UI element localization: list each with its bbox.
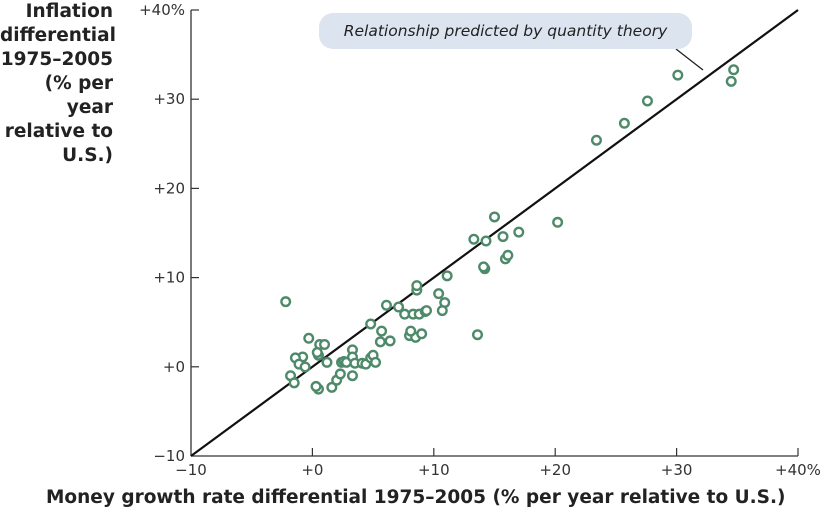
data-point — [472, 329, 484, 341]
data-point — [478, 261, 490, 273]
data-point — [411, 280, 423, 292]
data-point — [321, 356, 333, 368]
data-point — [502, 249, 514, 261]
data-point — [497, 231, 509, 243]
data-point — [421, 305, 433, 317]
y-axis-label-line: differential — [0, 25, 116, 46]
data-point — [380, 299, 392, 311]
data-point — [436, 305, 448, 317]
reference-line-group — [190, 9, 799, 457]
y-tick-label: +40% — [139, 1, 185, 19]
data-point — [513, 226, 525, 238]
data-point — [376, 325, 388, 337]
data-point — [311, 347, 323, 359]
x-tick-label: +10 — [418, 461, 450, 479]
data-point — [346, 370, 358, 382]
y-axis-label-line: U.S.) — [62, 145, 113, 166]
quantity-theory-line — [190, 9, 799, 457]
data-point — [365, 318, 377, 330]
y-axis-label-line: 1975–2005 — [0, 49, 113, 70]
data-point — [728, 64, 740, 76]
data-point — [280, 296, 292, 308]
data-point — [489, 211, 501, 223]
data-point — [433, 288, 445, 300]
y-axis-label-line: relative to — [4, 121, 113, 142]
data-points — [280, 64, 740, 395]
data-point — [370, 356, 382, 368]
data-point — [334, 368, 346, 380]
data-point — [416, 328, 428, 340]
y-tick-label: −10 — [153, 447, 185, 465]
x-tick-label: +30 — [661, 461, 693, 479]
y-tick-label: +30 — [153, 90, 185, 108]
data-point — [552, 216, 564, 228]
y-axis-label: Inflation differential 1975–2005 (% per … — [0, 0, 116, 168]
x-tick-label: +20 — [539, 461, 571, 479]
data-point — [725, 75, 737, 87]
data-point — [303, 332, 315, 344]
data-point — [319, 339, 331, 351]
data-point — [468, 233, 480, 245]
data-point — [384, 335, 396, 347]
data-point — [310, 380, 322, 392]
y-tick-label: +20 — [153, 179, 185, 197]
data-point — [299, 361, 311, 373]
x-tick-label: +0 — [301, 461, 323, 479]
x-axis-label: Money growth rate differential 1975–2005… — [46, 487, 786, 508]
y-axis-label-line: (% per year — [44, 73, 113, 118]
data-point — [618, 117, 630, 129]
y-tick-label: +0 — [163, 358, 185, 376]
x-tick-label: +40% — [775, 461, 821, 479]
data-point — [480, 235, 492, 247]
data-point — [441, 270, 453, 282]
data-point — [405, 325, 417, 337]
annotation-callout: Relationship predicted by quantity theor… — [319, 13, 692, 49]
data-point — [393, 301, 405, 313]
y-tick-label: +10 — [153, 269, 185, 287]
callout-leader-line — [675, 48, 704, 71]
data-point — [374, 336, 386, 348]
data-point — [641, 95, 653, 107]
axes: −10 +0 +10 +20 +30 +40% −10 +0 +10 +20 +30 +40% — [139, 1, 821, 479]
data-point — [326, 381, 338, 393]
x-tick-label: −10 — [175, 461, 207, 479]
data-point — [590, 134, 602, 146]
data-point — [672, 69, 684, 81]
y-axis-label-line: Inflation — [25, 1, 113, 22]
data-point — [288, 377, 300, 389]
